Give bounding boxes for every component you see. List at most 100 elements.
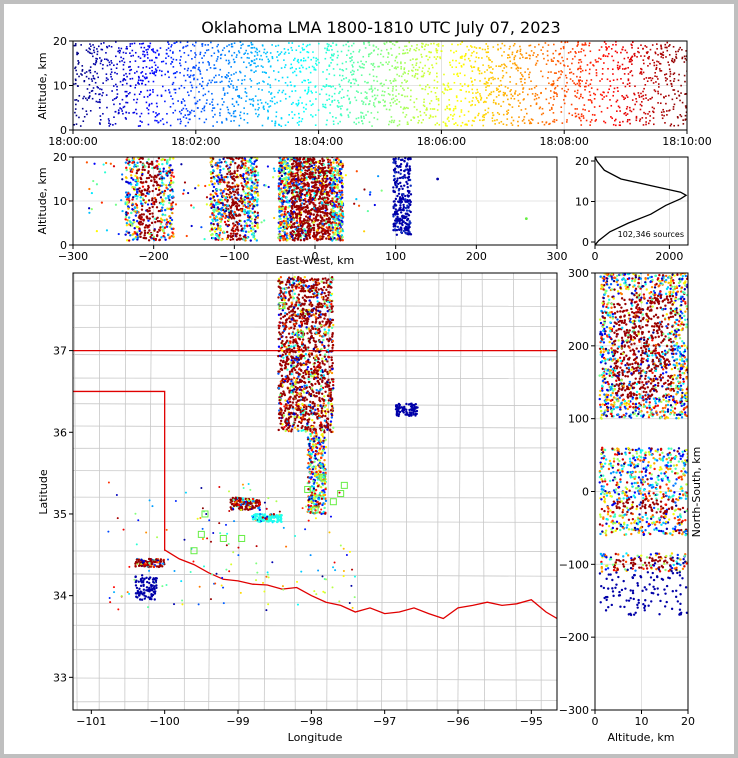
source-point — [540, 49, 543, 51]
source-point — [297, 61, 300, 64]
source-point — [509, 104, 511, 106]
source-point — [660, 111, 663, 114]
source-point — [141, 121, 143, 123]
source-point — [96, 86, 99, 88]
source-point — [313, 68, 316, 71]
source-point — [170, 45, 172, 48]
source-point — [661, 54, 663, 56]
source-point — [652, 82, 655, 84]
source-point — [624, 49, 627, 52]
source-point — [237, 157, 240, 160]
source-point — [331, 115, 334, 118]
source-point — [238, 96, 240, 99]
source-point — [142, 66, 144, 69]
source-point — [511, 95, 514, 97]
source-point — [116, 93, 119, 95]
source-point — [340, 196, 344, 199]
source-point — [660, 93, 662, 96]
source-point — [315, 98, 317, 100]
source-point — [186, 44, 189, 47]
source-point — [609, 99, 611, 101]
source-point — [217, 237, 221, 240]
source-point — [205, 49, 208, 52]
source-point — [479, 80, 481, 82]
source-point — [413, 101, 415, 104]
source-point — [216, 188, 219, 191]
source-point — [312, 231, 316, 235]
source-point — [584, 42, 587, 44]
source-point — [349, 101, 352, 103]
source-point — [613, 87, 616, 90]
source-point — [192, 66, 195, 68]
source-point — [567, 65, 569, 67]
source-point — [334, 167, 337, 170]
source-point — [206, 84, 208, 87]
source-point — [245, 49, 248, 52]
source-point — [341, 74, 344, 77]
source-point — [585, 119, 588, 122]
source-point — [668, 68, 671, 71]
source-point — [442, 83, 445, 85]
source-point — [541, 121, 544, 123]
source-point — [670, 83, 673, 85]
source-point — [327, 164, 330, 167]
source-point — [160, 60, 163, 63]
source-point — [211, 98, 214, 101]
source-point — [239, 114, 241, 117]
source-point — [254, 196, 257, 199]
source-point — [263, 51, 265, 54]
source-point — [307, 210, 311, 213]
source-point — [207, 49, 210, 51]
source-point — [237, 50, 240, 52]
source-point — [96, 58, 98, 60]
source-point — [122, 79, 124, 82]
source-point — [657, 61, 660, 63]
source-point — [642, 48, 644, 50]
source-point — [320, 216, 323, 219]
source-point — [355, 80, 358, 82]
source-point — [251, 47, 254, 49]
source-point — [265, 52, 267, 55]
source-point — [88, 77, 90, 80]
source-point — [553, 57, 555, 59]
source-point — [614, 124, 617, 127]
source-point — [440, 50, 443, 52]
source-point — [313, 209, 316, 212]
source-point — [511, 124, 514, 126]
source-point — [293, 205, 296, 209]
source-point — [250, 69, 252, 72]
source-point — [249, 220, 252, 223]
source-point — [535, 97, 538, 100]
source-point — [212, 125, 214, 127]
source-point — [583, 104, 586, 106]
source-point — [668, 94, 670, 97]
source-point — [635, 100, 638, 103]
source-point — [339, 239, 342, 242]
source-point — [585, 82, 587, 85]
source-point — [334, 169, 337, 172]
source-point — [285, 215, 288, 218]
source-point — [138, 190, 141, 193]
source-point — [208, 229, 212, 233]
source-point — [126, 94, 129, 97]
source-point — [243, 224, 247, 227]
source-point — [172, 52, 174, 54]
source-point — [145, 77, 148, 79]
source-point — [379, 53, 382, 55]
source-point — [483, 71, 486, 73]
source-point — [102, 82, 104, 84]
source-point — [256, 223, 259, 226]
source-point — [571, 114, 574, 117]
source-point — [423, 98, 425, 101]
source-point — [546, 54, 549, 57]
source-point — [482, 64, 484, 66]
source-point — [155, 71, 157, 73]
source-point — [138, 193, 141, 197]
source-point — [437, 45, 440, 47]
source-point — [99, 62, 102, 65]
source-point — [117, 111, 120, 114]
source-point — [235, 208, 239, 211]
source-point — [208, 64, 211, 66]
source-point — [518, 116, 520, 118]
source-point — [167, 233, 170, 236]
